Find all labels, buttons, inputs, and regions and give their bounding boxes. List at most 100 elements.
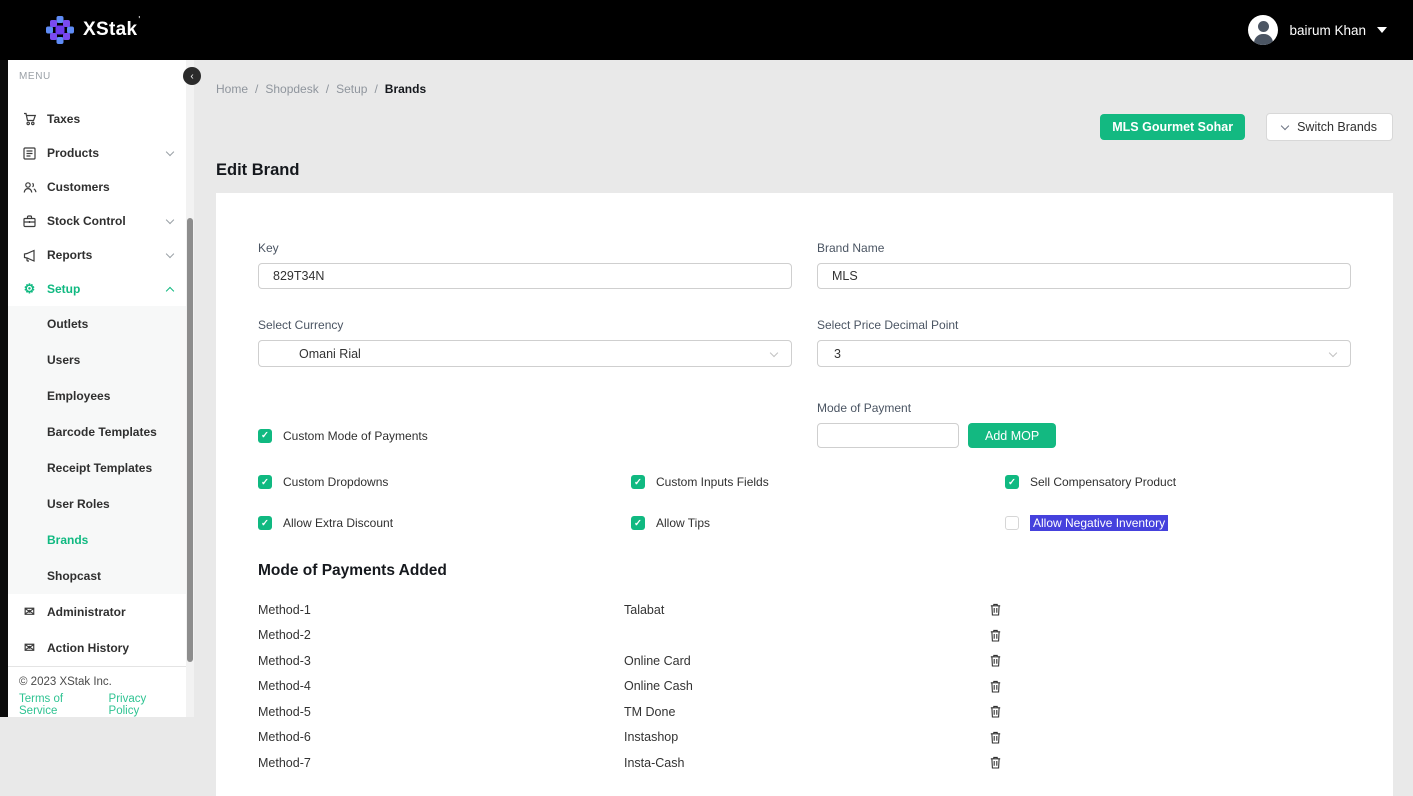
- trash-icon[interactable]: [990, 705, 1004, 718]
- breadcrumb-brands: Brands: [384, 82, 427, 96]
- brand-name: XStak': [83, 14, 141, 40]
- breadcrumb-separator: /: [374, 82, 378, 96]
- trash-icon[interactable]: [990, 680, 1004, 693]
- brand-toolbar: MLS Gourmet Sohar Switch Brands: [216, 113, 1393, 141]
- edit-brand-card: Key Brand Name Select Currency Omani Ria…: [216, 193, 1393, 796]
- left-edge-strip: [0, 60, 8, 717]
- sidebar-scrollbar-thumb[interactable]: [187, 218, 193, 662]
- sell-compensatory-product-checkbox-group: ✓ Sell Compensatory Product: [1005, 475, 1351, 489]
- switch-brands-button[interactable]: Switch Brands: [1266, 113, 1393, 141]
- mop-section-title: Mode of Payments Added: [258, 562, 447, 579]
- sidebar-item-shopcast[interactable]: Shopcast: [8, 558, 186, 594]
- chevron-down-icon: [165, 215, 175, 224]
- brand-name-input[interactable]: [817, 263, 1351, 289]
- chevron-down-icon: [1328, 348, 1338, 358]
- allow-extra-discount-checkbox-group: ✓ Allow Extra Discount: [258, 515, 631, 531]
- decimal-point-field-group: Select Price Decimal Point 3: [817, 318, 1351, 367]
- decimal-point-select[interactable]: 3: [817, 340, 1351, 367]
- trash-icon[interactable]: [990, 756, 1004, 769]
- sidebar-footer: © 2023 XStak Inc. Terms of Service Priva…: [8, 666, 186, 727]
- mode-of-payment-input[interactable]: [817, 423, 959, 448]
- sidebar-item-label: Taxes: [47, 112, 81, 126]
- setup-submenu: Outlets Users Employees Barcode Template…: [8, 306, 186, 594]
- xstak-logo: XStak': [46, 14, 141, 44]
- gear-icon: ⚙: [23, 281, 36, 296]
- brand-name-field-group: Brand Name: [817, 241, 1351, 289]
- sidebar-item-stock-control[interactable]: Stock Control: [8, 204, 186, 238]
- sidebar-item-label: Action History: [47, 641, 130, 655]
- trash-icon[interactable]: [990, 654, 1004, 667]
- key-input[interactable]: [258, 263, 792, 289]
- chevron-down-icon: [165, 147, 175, 156]
- custom-inputs-fields-checkbox[interactable]: ✓: [631, 475, 645, 489]
- sidebar-scrollbar[interactable]: [186, 60, 194, 717]
- mop-row: Method-7 Insta-Cash: [258, 750, 1351, 776]
- allow-extra-discount-label: Allow Extra Discount: [283, 516, 394, 530]
- sidebar-nav: Taxes Products Customers Stock Cont: [8, 84, 186, 666]
- sell-compensatory-product-checkbox[interactable]: ✓: [1005, 475, 1019, 489]
- mode-of-payment-label: Mode of Payment: [817, 401, 912, 415]
- breadcrumb: Home / Shopdesk / Setup / Brands: [216, 82, 1393, 96]
- sidebar-item-user-roles[interactable]: User Roles: [8, 486, 186, 522]
- user-avatar: [1248, 15, 1279, 45]
- sidebar-item-barcode-templates[interactable]: Barcode Templates: [8, 414, 186, 450]
- sidebar-item-label: Setup: [47, 282, 81, 296]
- sidebar-item-setup[interactable]: ⚙ Setup: [8, 272, 186, 306]
- custom-inputs-fields-checkbox-group: ✓ Custom Inputs Fields: [631, 475, 1005, 489]
- xstak-logo-icon: [46, 16, 74, 44]
- trash-icon[interactable]: [990, 731, 1004, 744]
- user-name: bairum Khan: [1289, 22, 1366, 38]
- allow-tips-checkbox[interactable]: ✓: [631, 516, 645, 530]
- briefcase-icon: [21, 214, 38, 228]
- sidebar-item-receipt-templates[interactable]: Receipt Templates: [8, 450, 186, 486]
- sidebar-item-users[interactable]: Users: [8, 342, 186, 378]
- main-content: Home / Shopdesk / Setup / Brands MLS Gou…: [194, 60, 1413, 796]
- custom-dropdowns-label: Custom Dropdowns: [283, 475, 389, 489]
- mop-row: Method-5 TM Done: [258, 699, 1351, 725]
- mop-method-name: Method-5: [258, 704, 311, 719]
- trash-icon[interactable]: [990, 603, 1004, 616]
- page-title: Edit Brand: [216, 161, 300, 179]
- custom-mop-checkbox[interactable]: ✓: [258, 428, 272, 443]
- sidebar-item-action-history[interactable]: ✉ Action History: [8, 630, 186, 666]
- privacy-policy-link[interactable]: Privacy Policy: [108, 693, 147, 717]
- chevron-up-icon: [165, 286, 175, 295]
- add-mop-button[interactable]: Add MOP: [968, 423, 1057, 448]
- sell-compensatory-product-label: Sell Compensatory Product: [1030, 475, 1177, 489]
- decimal-point-value: 3: [834, 346, 841, 361]
- breadcrumb-home[interactable]: Home: [216, 82, 249, 96]
- sub-item-label: Employees: [47, 389, 111, 403]
- sub-item-label: Receipt Templates: [47, 461, 153, 475]
- mop-row: Method-3 Online Card: [258, 648, 1351, 674]
- mop-table: Method-1 Talabat Method-2 Method-3 Onlin…: [258, 597, 1351, 776]
- sidebar-item-outlets[interactable]: Outlets: [8, 306, 186, 342]
- mop-method-name: Method-7: [258, 755, 311, 770]
- trash-icon[interactable]: [990, 629, 1004, 642]
- sidebar-item-products[interactable]: Products: [8, 136, 186, 170]
- sidebar-collapse-button[interactable]: ‹: [183, 67, 201, 85]
- sidebar-item-label: Administrator: [47, 605, 126, 619]
- sidebar-item-reports[interactable]: Reports: [8, 238, 186, 272]
- sidebar-item-administrator[interactable]: ✉ Administrator: [8, 594, 186, 630]
- mop-method-name: Method-4: [258, 679, 311, 694]
- mop-row: Method-1 Talabat: [258, 597, 1351, 623]
- user-menu[interactable]: bairum Khan: [1248, 15, 1387, 45]
- trademark-mark: ': [138, 14, 141, 24]
- currency-select[interactable]: Omani Rial: [258, 340, 792, 367]
- sidebar-item-employees[interactable]: Employees: [8, 378, 186, 414]
- mop-method-name: Method-6: [258, 730, 311, 745]
- sidebar-item-brands[interactable]: Brands: [8, 522, 186, 558]
- sidebar-item-customers[interactable]: Customers: [8, 170, 186, 204]
- mop-method-value: Online Card: [624, 653, 691, 668]
- terms-of-service-link[interactable]: Terms of Service: [19, 693, 64, 717]
- mode-of-payment-group: Mode of Payment Add MOP: [817, 401, 1351, 448]
- custom-mop-checkbox-group: ✓ Custom Mode of Payments: [258, 423, 792, 448]
- breadcrumb-setup[interactable]: Setup: [336, 82, 368, 96]
- sidebar-item-taxes[interactable]: Taxes: [8, 102, 186, 136]
- allow-tips-label: Allow Tips: [656, 516, 711, 530]
- allow-negative-inventory-checkbox[interactable]: [1005, 516, 1019, 530]
- breadcrumb-shopdesk[interactable]: Shopdesk: [265, 82, 319, 96]
- allow-extra-discount-checkbox[interactable]: ✓: [258, 516, 272, 530]
- sidebar-item-label: Customers: [47, 180, 110, 194]
- custom-dropdowns-checkbox[interactable]: ✓: [258, 475, 272, 489]
